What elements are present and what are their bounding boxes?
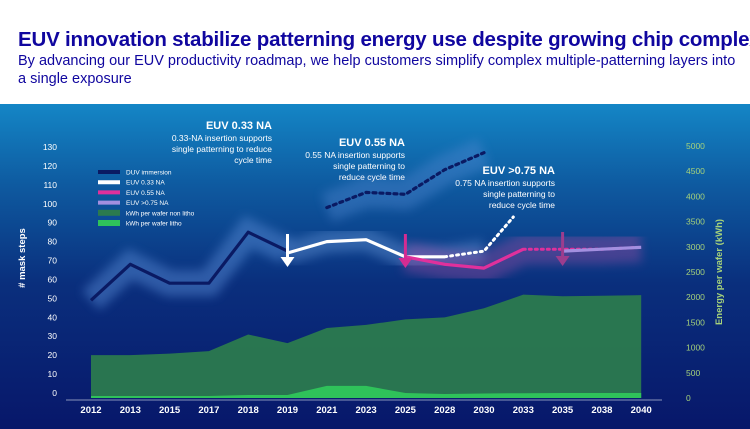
y2-tick-label: 0 <box>686 393 691 403</box>
y-tick-label: 90 <box>48 218 58 228</box>
x-tick-label: 2021 <box>316 405 338 416</box>
glow-duv <box>82 215 294 310</box>
x-tick-label: 2025 <box>395 405 417 416</box>
x-tick-label: 2035 <box>552 405 574 416</box>
legend-label: EUV >0.75 NA <box>126 200 169 207</box>
y-tick-label: 40 <box>48 312 58 322</box>
line-euv-075 <box>562 245 642 253</box>
y2-tick-label: 3500 <box>686 217 705 227</box>
x-tick-label: 2015 <box>159 405 181 416</box>
y-tick-label: 100 <box>43 199 57 209</box>
arrow-euv-033-head <box>280 257 295 267</box>
x-tick-label: 2018 <box>238 405 259 416</box>
x-tick-label: 2028 <box>434 405 455 416</box>
annotation-title: EUV 0.33 NA <box>206 120 272 132</box>
y2-tick-label: 4500 <box>686 166 705 176</box>
arrow-euv-055-head <box>398 258 413 268</box>
legend-label: EUV 0.33 NA <box>126 180 165 187</box>
annotation-text: 0.33-NA insertion supports <box>172 133 272 143</box>
slide-title: EUV innovation stabilize patterning ener… <box>18 28 750 51</box>
y2-tick-label: 2000 <box>686 292 705 302</box>
annotation-text: reduce cycle time <box>489 200 555 210</box>
line-euv-033 <box>287 238 445 259</box>
y2-tick-label: 5000 <box>686 141 705 151</box>
annotation-title: EUV 0.55 NA <box>339 137 405 149</box>
y-tick-label: 50 <box>48 293 58 303</box>
y2-tick-label: 2500 <box>686 267 705 277</box>
annotation-text: 0.55 NA insertion supports <box>305 150 405 160</box>
y2-tick-label: 1000 <box>686 343 705 353</box>
y-tick-label: 110 <box>43 180 57 190</box>
y-tick-label: 30 <box>48 331 58 341</box>
line-duv-projection <box>325 151 486 210</box>
annotation-text: reduce cycle time <box>339 172 405 182</box>
x-tick-label: 2013 <box>120 405 141 416</box>
x-tick-label: 2033 <box>513 405 534 416</box>
y-tick-label: 0 <box>52 388 57 398</box>
y-axis-title: # mask steps <box>17 228 28 288</box>
legend-label: kWh per wafer non litho <box>126 210 195 217</box>
y-tick-label: 80 <box>48 237 58 247</box>
line-duv-immersion <box>89 230 289 302</box>
y2-tick-label: 1500 <box>686 317 705 327</box>
y2-tick-label: 500 <box>686 368 700 378</box>
y-tick-label: 130 <box>43 142 57 152</box>
x-tick-label: 2038 <box>591 405 612 416</box>
x-tick-label: 2017 <box>198 405 219 416</box>
y-tick-label: 20 <box>48 350 58 360</box>
slide-subtitle: By advancing our EUV productivity roadma… <box>18 53 736 87</box>
y-tick-label: 60 <box>48 275 58 285</box>
annotation-text: single patterning to reduce <box>172 144 272 154</box>
y-tick-label: 10 <box>48 369 58 379</box>
legend-swatch <box>98 220 120 226</box>
x-tick-label: 2019 <box>277 405 298 416</box>
line-euv-055 <box>405 247 524 270</box>
annotation-text: 0.75 NA insertion supports <box>455 178 555 188</box>
x-tick-label: 2012 <box>80 405 101 416</box>
y-tick-label: 70 <box>48 256 58 266</box>
annotation-text: cycle time <box>234 155 272 165</box>
legend-label: DUV immersion <box>126 170 172 177</box>
y2-tick-label: 3000 <box>686 242 705 252</box>
area-kwh-litho <box>91 385 642 398</box>
legend-label: EUV 0.55 NA <box>126 190 165 197</box>
x-tick-label: 2040 <box>631 405 652 416</box>
annotation-text: single patterning to <box>333 161 405 171</box>
area-kwh-non-litho <box>91 294 642 398</box>
annotation-text: single patterning to <box>483 189 555 199</box>
annotation-title: EUV >0.75 NA <box>483 165 556 177</box>
y2-axis-title: Energy per wafer (kWh) <box>714 219 725 325</box>
x-tick-label: 2030 <box>473 405 494 416</box>
line-euv-033-projection <box>443 215 515 259</box>
legend-label: kWh per wafer litho <box>126 221 182 228</box>
y2-tick-label: 4000 <box>686 191 705 201</box>
arrow-euv-075-head <box>555 256 570 266</box>
x-tick-label: 2023 <box>356 405 377 416</box>
legend-swatch <box>98 209 120 216</box>
y-tick-label: 120 <box>43 161 57 171</box>
